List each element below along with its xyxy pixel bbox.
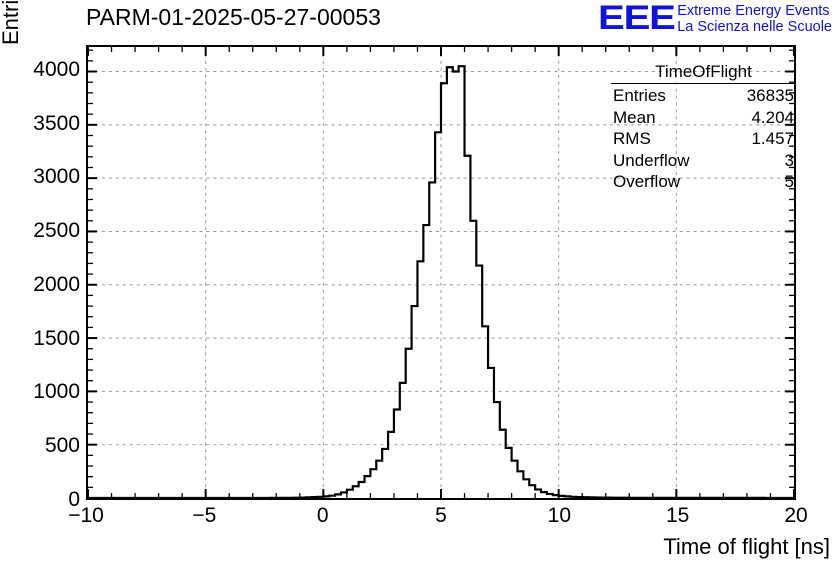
x-tick-label: 20 bbox=[784, 504, 808, 527]
eee-logo-mark: EEE bbox=[598, 0, 676, 37]
x-tick-label: 5 bbox=[435, 504, 447, 527]
stats-row-key: RMS bbox=[613, 129, 651, 148]
stats-row: Underflow 3 bbox=[611, 150, 796, 172]
y-tick-label: 4000 bbox=[33, 57, 80, 81]
stats-row-key: Overflow bbox=[613, 172, 681, 191]
y-tick-label: 1000 bbox=[33, 380, 80, 404]
x-tick-label: −5 bbox=[192, 504, 217, 527]
y-tick-label: 2500 bbox=[33, 219, 80, 243]
stats-row: Entries 36835 bbox=[611, 85, 796, 107]
x-axis-title: Time of flight [ns] bbox=[663, 534, 830, 559]
eee-logo-text: Extreme Energy Events La Scienza nelle S… bbox=[677, 1, 832, 35]
y-tick-label: 500 bbox=[44, 434, 80, 458]
stats-row-value: 4.204 bbox=[751, 107, 794, 127]
plot-frame bbox=[86, 45, 796, 500]
y-tick-label: 0 bbox=[68, 488, 80, 511]
y-tick-label: 1500 bbox=[33, 326, 80, 350]
stats-row: Mean 4.204 bbox=[611, 107, 796, 129]
y-axis-title: Entries/bin bbox=[0, 0, 24, 45]
x-tick-label: 0 bbox=[316, 504, 329, 527]
x-tick-label: 15 bbox=[665, 504, 690, 527]
stats-row-key: Entries bbox=[613, 86, 666, 105]
eee-logo-line2: La Scienza nelle Scuole bbox=[677, 19, 832, 35]
stats-row-key: Mean bbox=[613, 107, 656, 127]
stats-row-key: Underflow bbox=[613, 150, 690, 170]
stats-row: Overflow 5 bbox=[611, 171, 796, 193]
stats-box: TimeOfFlight Entries 36835 Mean 4.204 RMS 1.4… bbox=[611, 62, 796, 193]
stats-row-value: 3 bbox=[784, 150, 794, 170]
stats-row-value: 1.457 bbox=[751, 129, 794, 148]
stats-box-title: TimeOfFlight bbox=[611, 62, 796, 84]
eee-logo: EEE Extreme Energy Events La Scienza nel… bbox=[598, 1, 832, 41]
stats-box-rows: Entries 36835 Mean 4.204 RMS 1.457 Underflow 3 O… bbox=[611, 85, 796, 193]
eee-logo-line1: Extreme Energy Events bbox=[677, 3, 830, 19]
stats-row-value: 36835 bbox=[746, 86, 794, 105]
x-tick-label: 10 bbox=[547, 504, 572, 527]
page-title: PARM-01-2025-05-27-00053 bbox=[86, 4, 381, 30]
stats-row: RMS 1.457 bbox=[611, 128, 796, 150]
y-tick-label: 3000 bbox=[33, 165, 80, 189]
stats-row-value: 5 bbox=[784, 172, 794, 191]
y-tick-label: 3500 bbox=[33, 111, 80, 135]
x-tick-label: −10 bbox=[68, 504, 104, 527]
y-tick-label: 2000 bbox=[33, 272, 80, 296]
histogram-series bbox=[88, 65, 794, 498]
grid-lines bbox=[88, 47, 794, 498]
